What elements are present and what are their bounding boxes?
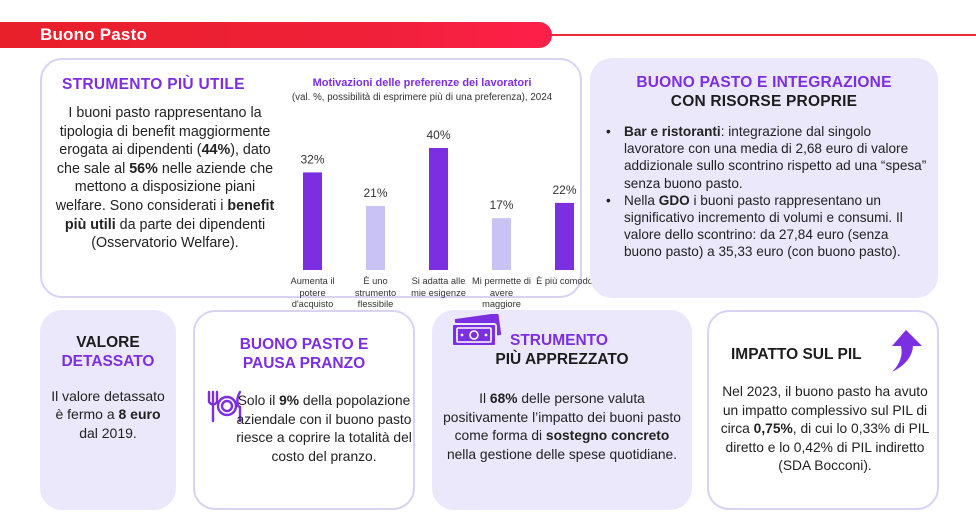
emphasis-text: 44%	[201, 142, 231, 159]
text-segment: nelle aziende che mettono a disposizione…	[55, 160, 274, 214]
card-impatto-pil: IMPATTO SUL PIL Nel 2023, il buono pasto…	[707, 310, 939, 510]
header-bar	[0, 22, 552, 48]
emphasis-text: GDO	[658, 192, 690, 208]
card-valore-detassato: VALORE DETASSATO Il valore detassato è f…	[40, 310, 176, 510]
card-text: Il valore detassato è fermo a 8 euro dal…	[50, 387, 166, 442]
chart-bar	[492, 218, 511, 270]
text-segment: , di cui lo 0,33% di PIL diretto e lo 0,…	[725, 421, 930, 474]
text-segment: : integrazione dal singolo lavoratore co…	[624, 124, 927, 191]
card-subtitle: CON RISORSE PROPRIE	[670, 93, 858, 110]
chart-bar	[555, 202, 574, 270]
card-title: BUONO PASTO E INTEGRAZIONE	[636, 74, 892, 91]
growth-arrow-icon	[892, 330, 922, 372]
chart-title: Motivazioni delle preferenze dei lavorat…	[312, 77, 532, 89]
chart-value-label: 17%	[489, 198, 513, 212]
chart-value-label: 40%	[426, 128, 450, 142]
bullet-icon: •	[606, 124, 611, 139]
text-segment: nella gestione delle spese quotidiane.	[446, 446, 678, 462]
card-title: IMPATTO SUL PIL	[731, 346, 862, 363]
list-item-text: Bar e ristoranti: integrazione dal singo…	[624, 124, 926, 191]
text-segment: dal 2019.	[79, 424, 137, 441]
card-pausa-pranzo: BUONO PASTO E PAUSA PRANZO Solo il 9% de…	[193, 310, 415, 510]
card-title: STRUMENTO	[510, 332, 608, 349]
emphasis-text: Bar e ristoranti	[624, 124, 721, 139]
chart-category-label: Aumenta il potere d'acquisto	[290, 276, 335, 310]
card-subtitle: PIÙ APPREZZATO	[495, 351, 629, 368]
card-strumento-utile: STRUMENTO PIÙ UTILE I buoni pasto rappre…	[40, 58, 593, 321]
card-text: Il 68% delle persone valuta positivament…	[440, 390, 684, 464]
chart-category-label: È uno strumento flessibile	[354, 276, 397, 310]
emphasis-text: benefit più utili	[64, 197, 275, 233]
text-segment: i buoni pasto rappresentano un significa…	[624, 192, 903, 260]
text-segment: delle persone valuta positivamente l’imp…	[443, 391, 681, 444]
text-segment: Il	[479, 391, 490, 406]
text-segment: della popolazione aziendale con il buono…	[236, 393, 412, 464]
text-segment: Nella	[624, 192, 659, 208]
text-segment: Solo il	[237, 393, 280, 408]
chart-bar	[303, 172, 322, 270]
list-item-text: Nella GDO i buoni pasto rappresentano un…	[624, 193, 903, 260]
card-title: STRUMENTO PIÙ UTILE	[62, 76, 245, 93]
list-item: • Nella GDO i buoni pasto rappresentano …	[602, 192, 928, 261]
chart-bar	[366, 205, 385, 270]
bullet-list: • Bar e ristoranti: integrazione dal sin…	[602, 123, 928, 261]
chart-bar	[429, 148, 448, 270]
chart-value-label: 22%	[552, 183, 576, 197]
card-title: BUONO PASTO E	[239, 336, 369, 353]
chart-value-label: 21%	[363, 186, 387, 200]
card-text: I buoni pasto rappresentano la tipologia…	[52, 104, 278, 253]
emphasis-text: 0,75%	[753, 421, 793, 437]
emphasis-text: 8 euro	[118, 406, 161, 423]
text-segment: da parte dei dipendenti (Osservatorio We…	[91, 216, 266, 252]
text-segment: I buoni pasto rappresentano la tipologia…	[59, 105, 271, 159]
card-title: VALORE	[76, 334, 140, 351]
list-item: • Bar e ristoranti: integrazione dal sin…	[602, 123, 928, 192]
bullet-icon: •	[606, 192, 611, 208]
card-piu-apprezzato: STRUMENTO PIÙ APPREZZATO Il 68% delle pe…	[432, 310, 692, 510]
chart-subtitle: (val. %, possibilità di esprimere più di…	[291, 92, 553, 103]
plate-cutlery-icon	[207, 390, 242, 423]
chart-category-label: È più comodo	[536, 276, 593, 286]
text-segment: Nel 2023, il buono pasto ha avuto un imp…	[720, 384, 928, 437]
emphasis-text: 9%	[279, 393, 300, 408]
header-divider	[552, 34, 976, 36]
bar-chart: 32% 21% 40% 17% 22%	[300, 128, 577, 270]
card-integrazione: BUONO PASTO E INTEGRAZIONE CON RISORSE P…	[590, 58, 938, 298]
card-subtitle: PAUSA PRANZO	[242, 355, 366, 372]
text-segment: Il valore detassato è fermo a	[51, 388, 165, 423]
card-text: Solo il 9% della popolazione aziendale c…	[235, 392, 413, 466]
chart-value-label: 32%	[300, 152, 324, 166]
card-subtitle: DETASSATO	[61, 353, 155, 370]
emphasis-text: 68%	[489, 391, 518, 406]
emphasis-text: 56%	[129, 160, 158, 177]
chart-category-label: Si adatta alle mie esigenze	[411, 276, 466, 298]
page-title: Buono Pasto	[40, 25, 148, 44]
card-text: Nel 2023, il buono pasto ha avuto un imp…	[717, 383, 933, 476]
emphasis-text: sostegno concreto	[545, 428, 670, 444]
text-segment: ), dato che sale al	[56, 142, 271, 177]
banknote-icon	[451, 314, 502, 347]
